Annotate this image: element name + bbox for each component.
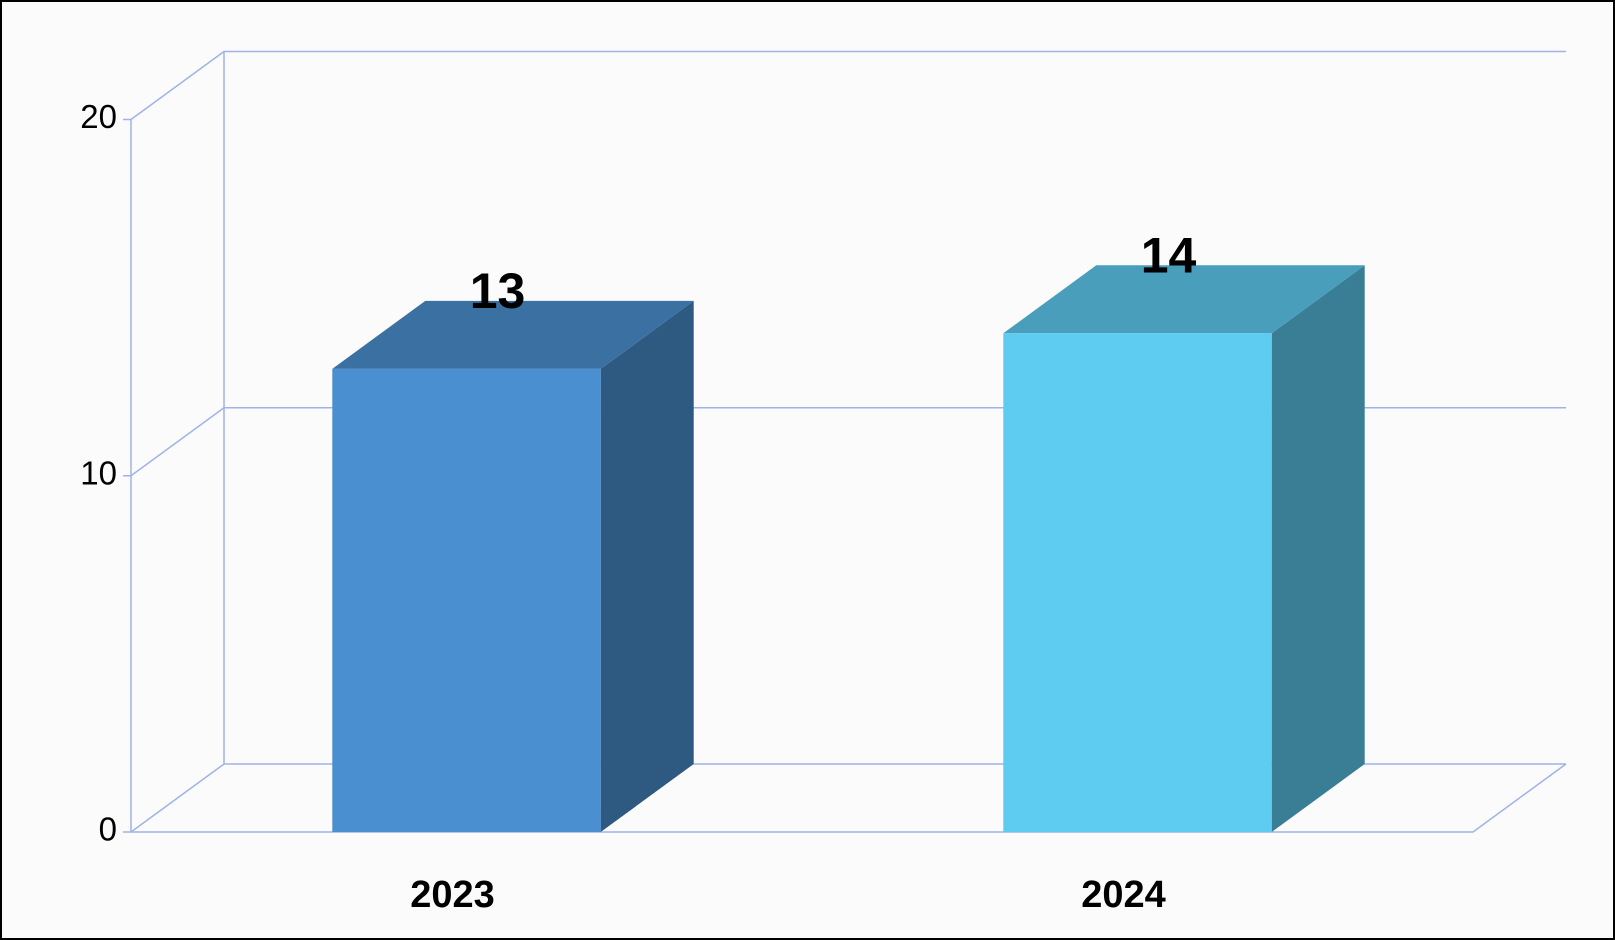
x-tick-label: 2023 xyxy=(410,874,495,916)
bar xyxy=(1003,333,1272,832)
y-tick-label: 10 xyxy=(80,454,117,491)
bar xyxy=(332,368,601,832)
plot-area: 0 10 20 2023 13 2024 14 xyxy=(80,50,1567,916)
bar-top xyxy=(332,300,694,369)
value-label: 14 xyxy=(1141,227,1197,283)
bar-side xyxy=(1271,265,1365,832)
x-tick-label: 2024 xyxy=(1081,874,1166,916)
bar-top xyxy=(1003,265,1365,334)
y-tick-label: 0 xyxy=(99,811,117,848)
value-label: 13 xyxy=(470,263,526,319)
bar-side xyxy=(600,300,694,832)
y-tick-label: 20 xyxy=(80,98,117,135)
grid-line xyxy=(130,50,1566,121)
